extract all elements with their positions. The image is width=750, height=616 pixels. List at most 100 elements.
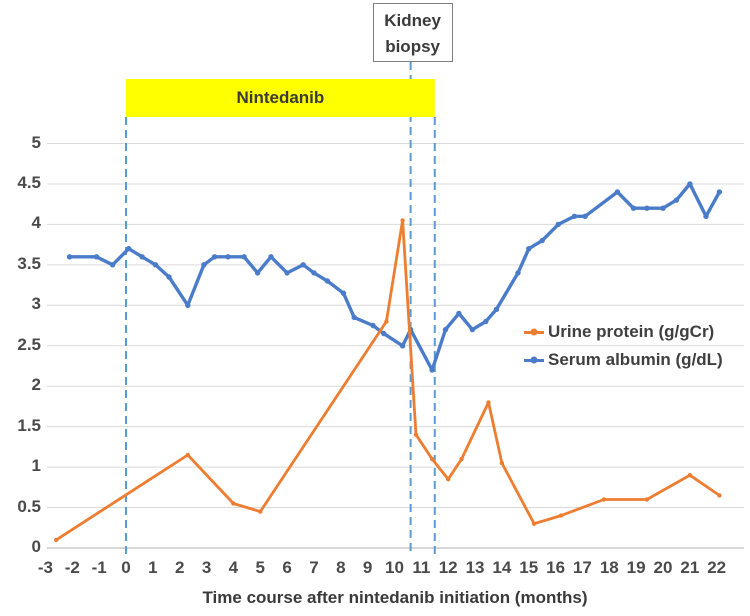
x-tick-label: 1 — [148, 558, 158, 577]
data-point — [716, 189, 723, 195]
data-point — [687, 473, 693, 478]
data-point — [644, 205, 650, 211]
x-tick-label: 16 — [546, 558, 566, 577]
data-point — [400, 218, 405, 223]
x-tick-label: 6 — [282, 558, 292, 577]
y-tick-label: 3.5 — [17, 253, 41, 273]
data-point — [582, 213, 588, 219]
data-point — [381, 330, 387, 337]
x-tick-label: 2 — [174, 558, 185, 577]
data-point — [241, 254, 247, 260]
x-tick-label: 13 — [465, 558, 485, 577]
x-tick-label: 4 — [228, 558, 239, 577]
x-tick-label: 22 — [707, 558, 727, 577]
x-tick-label: 19 — [626, 558, 646, 577]
data-point — [54, 537, 59, 543]
data-point — [413, 432, 419, 437]
data-point — [268, 254, 274, 260]
data-point — [300, 262, 306, 268]
kidney-biopsy-annotation: Kidney biopsy — [372, 3, 453, 62]
x-tick-label: 17 — [572, 558, 592, 577]
x-axis-title: Time course after nintedanib initiation … — [202, 588, 588, 607]
data-point — [185, 452, 190, 458]
data-point — [673, 197, 680, 203]
data-point — [201, 262, 207, 268]
data-point — [456, 310, 462, 317]
data-point — [399, 343, 406, 349]
x-tick-label: 3 — [201, 558, 212, 577]
data-point — [499, 460, 505, 466]
data-point — [459, 456, 464, 462]
y-tick-label: 3 — [31, 294, 41, 314]
data-point — [351, 314, 357, 321]
y-tick-label: 5 — [31, 132, 41, 152]
data-point — [126, 246, 132, 252]
data-point — [539, 237, 545, 244]
data-point — [384, 319, 389, 324]
data-point — [493, 306, 500, 312]
data-point — [486, 400, 491, 405]
data-point — [515, 270, 521, 276]
data-point — [558, 513, 564, 518]
data-point — [66, 254, 73, 260]
y-tick-label: 2 — [31, 375, 41, 395]
urine-protein-legend-marker-icon — [524, 330, 544, 334]
legend: Urine protein (g/gCr) Serum albumin (g/d… — [524, 318, 723, 374]
x-tick-label: 18 — [599, 558, 619, 577]
data-point — [93, 254, 100, 260]
data-point — [109, 262, 116, 268]
data-point — [644, 497, 650, 502]
data-point — [469, 326, 476, 333]
data-point — [429, 367, 435, 373]
data-point — [555, 221, 561, 228]
y-tick-label: 0 — [31, 537, 41, 556]
data-point — [601, 497, 607, 502]
data-point — [614, 189, 621, 195]
legend-item-serum-albumin: Serum albumin (g/dL) — [524, 346, 723, 374]
x-tick-label: 20 — [653, 558, 673, 577]
x-tick-label: 5 — [255, 558, 265, 577]
data-point — [311, 270, 317, 276]
y-tick-label: 1 — [31, 456, 41, 476]
x-tick-label: 21 — [680, 558, 700, 577]
data-point — [630, 205, 637, 211]
data-point — [483, 318, 489, 325]
legend-label-serum-albumin: Serum albumin (g/dL) — [548, 350, 723, 369]
y-tick-label: 4 — [31, 213, 41, 233]
data-point — [340, 290, 347, 296]
x-tick-label: 7 — [309, 558, 319, 577]
y-tick-label: 2.5 — [17, 334, 41, 354]
data-point — [526, 246, 532, 252]
data-point — [531, 521, 537, 526]
data-point — [429, 456, 435, 462]
serum-albumin-legend-marker-icon — [524, 358, 544, 362]
data-point — [571, 213, 578, 219]
x-tick-label: 8 — [336, 558, 346, 577]
data-point — [185, 302, 191, 308]
x-tick-label: -2 — [64, 558, 80, 577]
x-tick-label: -3 — [37, 558, 53, 577]
data-point — [446, 477, 451, 482]
x-tick-label: 15 — [519, 558, 539, 577]
nintedanib-period-bar — [126, 79, 435, 117]
data-point — [687, 181, 693, 187]
data-point — [370, 322, 376, 329]
data-point — [152, 262, 159, 268]
legend-item-urine-protein: Urine protein (g/gCr) — [524, 318, 723, 346]
data-point — [211, 254, 218, 260]
data-point — [284, 270, 290, 276]
x-tick-label: 12 — [438, 558, 458, 577]
data-point — [442, 326, 449, 333]
data-point — [258, 509, 263, 514]
x-tick-label: 10 — [385, 558, 404, 577]
data-point — [703, 213, 709, 219]
x-tick-label: 0 — [121, 558, 131, 577]
x-tick-label: -1 — [91, 558, 107, 577]
data-point — [225, 254, 231, 260]
data-point — [717, 493, 722, 498]
series-line — [54, 218, 721, 542]
nintedanib-bar-label: Nintedanib — [236, 88, 325, 107]
legend-label-urine-protein: Urine protein (g/gCr) — [548, 322, 715, 341]
